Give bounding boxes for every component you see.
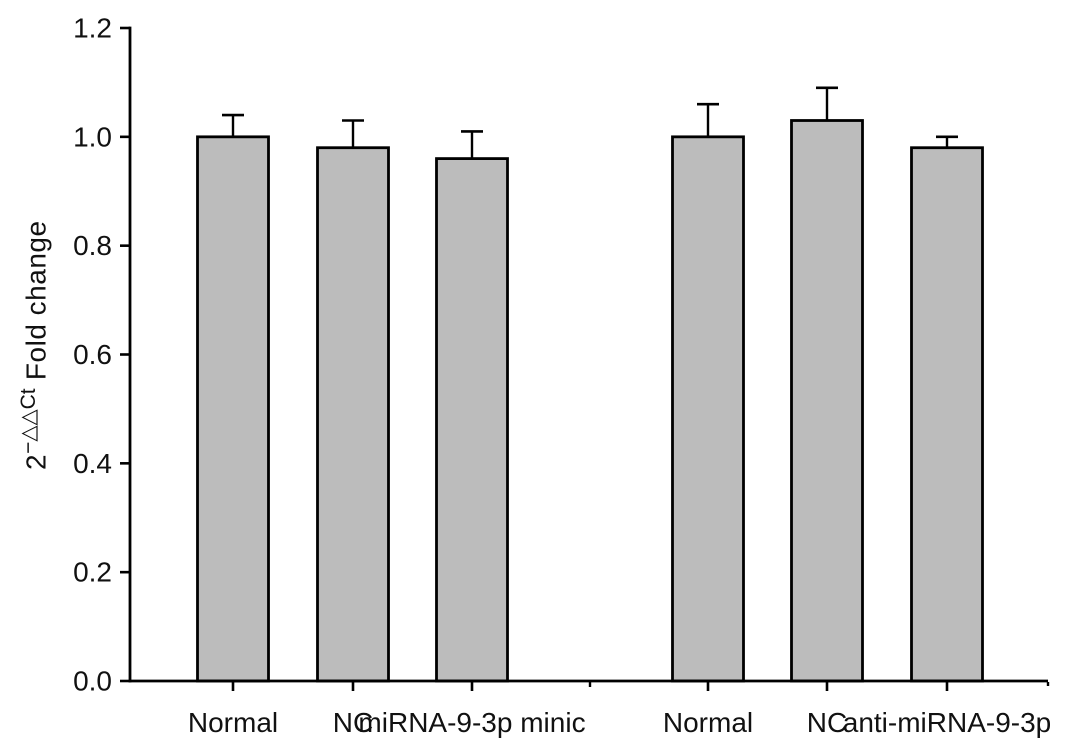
bar (910, 146, 984, 683)
y-tick-label: 0.8 (73, 230, 112, 261)
x-category-label: anti-miRNA-9-3p (843, 707, 1052, 738)
y-tick-label: 0.4 (73, 448, 112, 479)
bars-layer (196, 119, 984, 683)
x-category-label: Normal (663, 707, 753, 738)
bar (435, 157, 509, 683)
y-tick-label: 0.2 (73, 557, 112, 588)
bar (790, 119, 864, 683)
bar (196, 135, 270, 683)
y-axis-title-rest: Fold change (20, 220, 52, 389)
x-category-label: Normal (188, 707, 278, 738)
x-category-label: NC (333, 707, 373, 738)
bar (316, 146, 390, 683)
error-bars-layer (222, 86, 958, 158)
y-axis-title: 2−△△Ct Fold change (16, 220, 52, 470)
y-tick-label: 1.2 (73, 13, 112, 44)
y-tick-label: 0.6 (73, 339, 112, 370)
y-tick-label: 1.0 (73, 121, 112, 152)
axes-layer (120, 26, 1050, 691)
y-tick-label: 0.0 (73, 666, 112, 697)
bar (671, 135, 745, 683)
x-category-label: miRNA-9-3p minic (358, 707, 585, 738)
x-category-label: NC (807, 707, 847, 738)
y-axis-title-superscript: −△△Ct (17, 388, 40, 454)
y-axis-title-base: 2 (20, 453, 52, 470)
